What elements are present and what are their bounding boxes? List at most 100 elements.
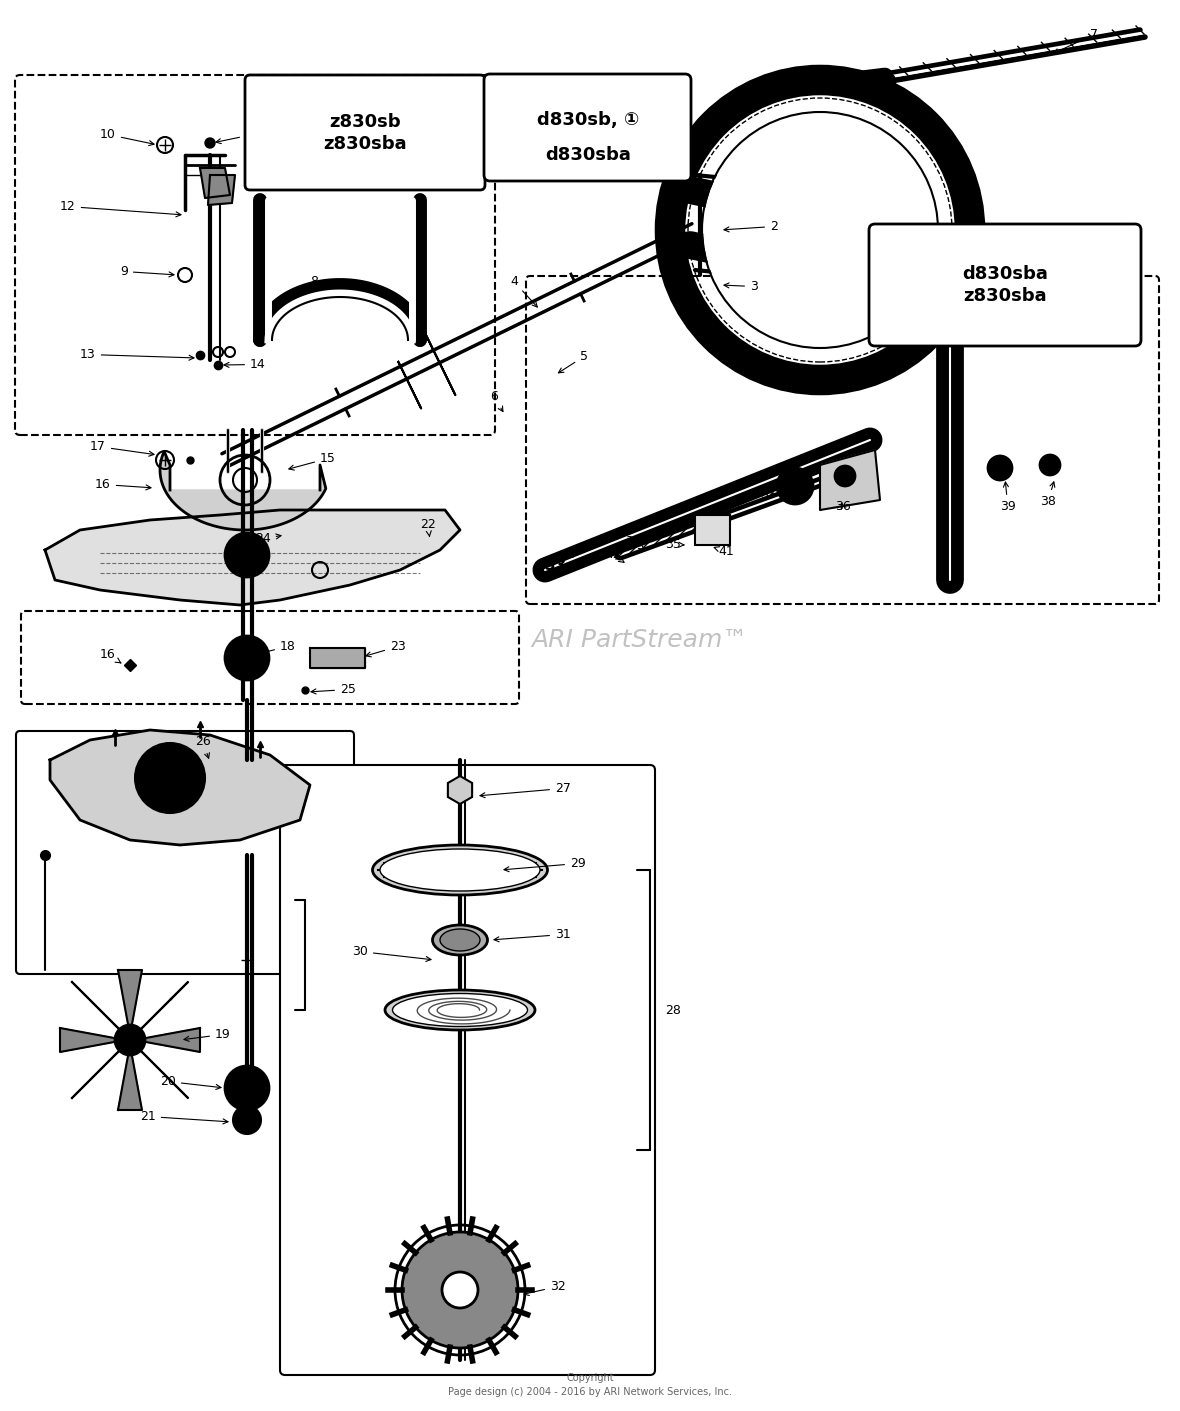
- Circle shape: [988, 456, 1012, 480]
- Text: 31: 31: [494, 928, 571, 941]
- Text: z830sb
z830sba: z830sb z830sba: [323, 113, 407, 154]
- Circle shape: [232, 1106, 261, 1134]
- Ellipse shape: [380, 849, 540, 890]
- FancyBboxPatch shape: [17, 731, 354, 974]
- Circle shape: [225, 636, 269, 680]
- FancyBboxPatch shape: [245, 75, 485, 190]
- Text: 10: 10: [100, 128, 155, 145]
- Text: 38: 38: [1040, 481, 1056, 508]
- Text: 16: 16: [96, 478, 151, 491]
- Text: 29: 29: [504, 856, 585, 872]
- Text: 43: 43: [930, 330, 945, 349]
- Ellipse shape: [373, 845, 548, 895]
- Text: 8: 8: [310, 275, 376, 291]
- Polygon shape: [133, 1044, 188, 1098]
- Text: 18: 18: [257, 641, 296, 655]
- Text: 37: 37: [760, 488, 776, 501]
- Text: 25: 25: [312, 683, 356, 696]
- Text: 42: 42: [605, 547, 624, 563]
- FancyBboxPatch shape: [15, 75, 494, 435]
- Text: 16: 16: [100, 648, 122, 663]
- Polygon shape: [135, 1029, 199, 1053]
- Text: 26: 26: [195, 735, 211, 758]
- Polygon shape: [160, 452, 326, 531]
- Circle shape: [240, 1113, 254, 1127]
- Text: 6: 6: [490, 389, 503, 412]
- Circle shape: [160, 768, 181, 787]
- Circle shape: [721, 247, 730, 257]
- Polygon shape: [399, 361, 421, 409]
- Text: 34: 34: [625, 535, 644, 549]
- Text: 33: 33: [545, 557, 566, 573]
- FancyBboxPatch shape: [484, 73, 691, 181]
- Text: ARI PartStream™: ARI PartStream™: [532, 628, 748, 652]
- Text: 7: 7: [1054, 28, 1099, 54]
- Circle shape: [442, 1271, 478, 1308]
- Polygon shape: [133, 982, 188, 1037]
- Circle shape: [225, 1065, 269, 1110]
- Text: 15: 15: [289, 452, 336, 470]
- Ellipse shape: [440, 928, 480, 951]
- Text: 40: 40: [560, 547, 578, 566]
- Circle shape: [835, 466, 856, 485]
- Text: 24: 24: [255, 532, 281, 545]
- Polygon shape: [72, 982, 126, 1037]
- Circle shape: [150, 758, 190, 799]
- Text: 32: 32: [524, 1280, 565, 1295]
- Circle shape: [205, 138, 215, 148]
- Text: 36: 36: [835, 499, 851, 514]
- Text: 41: 41: [714, 545, 734, 557]
- Text: 27: 27: [480, 782, 571, 797]
- Text: 12: 12: [60, 200, 181, 217]
- Text: 35: 35: [666, 538, 684, 552]
- Text: 3: 3: [725, 279, 758, 293]
- Text: 39: 39: [999, 483, 1016, 514]
- Text: 2: 2: [725, 220, 778, 233]
- Ellipse shape: [385, 991, 535, 1030]
- Circle shape: [402, 1232, 518, 1348]
- Text: Copyright
Page design (c) 2004 - 2016 by ARI Network Services, Inc.: Copyright Page design (c) 2004 - 2016 by…: [448, 1373, 732, 1397]
- Text: 30: 30: [352, 945, 431, 961]
- Circle shape: [237, 648, 257, 667]
- Polygon shape: [820, 450, 880, 509]
- Text: 14: 14: [224, 358, 266, 371]
- Text: 11: 11: [216, 128, 261, 144]
- Text: 23: 23: [366, 641, 406, 658]
- Circle shape: [235, 543, 258, 567]
- Polygon shape: [50, 729, 310, 845]
- FancyBboxPatch shape: [280, 765, 655, 1374]
- Text: d830sba
z830sba: d830sba z830sba: [962, 265, 1048, 305]
- Text: d830sb, ①: d830sb, ①: [537, 111, 640, 128]
- Polygon shape: [72, 1044, 126, 1098]
- Text: 22: 22: [420, 518, 435, 536]
- Polygon shape: [208, 175, 235, 205]
- Polygon shape: [418, 317, 455, 395]
- FancyBboxPatch shape: [21, 611, 519, 704]
- FancyBboxPatch shape: [868, 224, 1141, 346]
- Text: 5: 5: [558, 350, 588, 373]
- Polygon shape: [60, 1029, 125, 1053]
- Bar: [695, 515, 730, 545]
- Circle shape: [225, 533, 269, 577]
- Text: 28: 28: [666, 1003, 681, 1016]
- Circle shape: [114, 1024, 145, 1055]
- Circle shape: [1040, 454, 1060, 476]
- Polygon shape: [199, 168, 230, 198]
- Text: 20: 20: [160, 1075, 221, 1089]
- Polygon shape: [118, 1046, 142, 1110]
- FancyBboxPatch shape: [526, 277, 1159, 604]
- Text: 4: 4: [510, 275, 537, 308]
- Circle shape: [785, 476, 805, 497]
- Polygon shape: [118, 969, 142, 1036]
- Text: d830sba: d830sba: [545, 145, 631, 164]
- Text: 19: 19: [184, 1029, 231, 1041]
- Circle shape: [721, 193, 730, 203]
- Polygon shape: [310, 648, 365, 667]
- Text: 21: 21: [140, 1110, 228, 1125]
- Polygon shape: [45, 509, 460, 605]
- Text: 44: 44: [880, 316, 898, 334]
- Ellipse shape: [393, 993, 527, 1026]
- Text: 9: 9: [120, 265, 173, 278]
- Ellipse shape: [433, 926, 487, 955]
- Polygon shape: [448, 776, 472, 804]
